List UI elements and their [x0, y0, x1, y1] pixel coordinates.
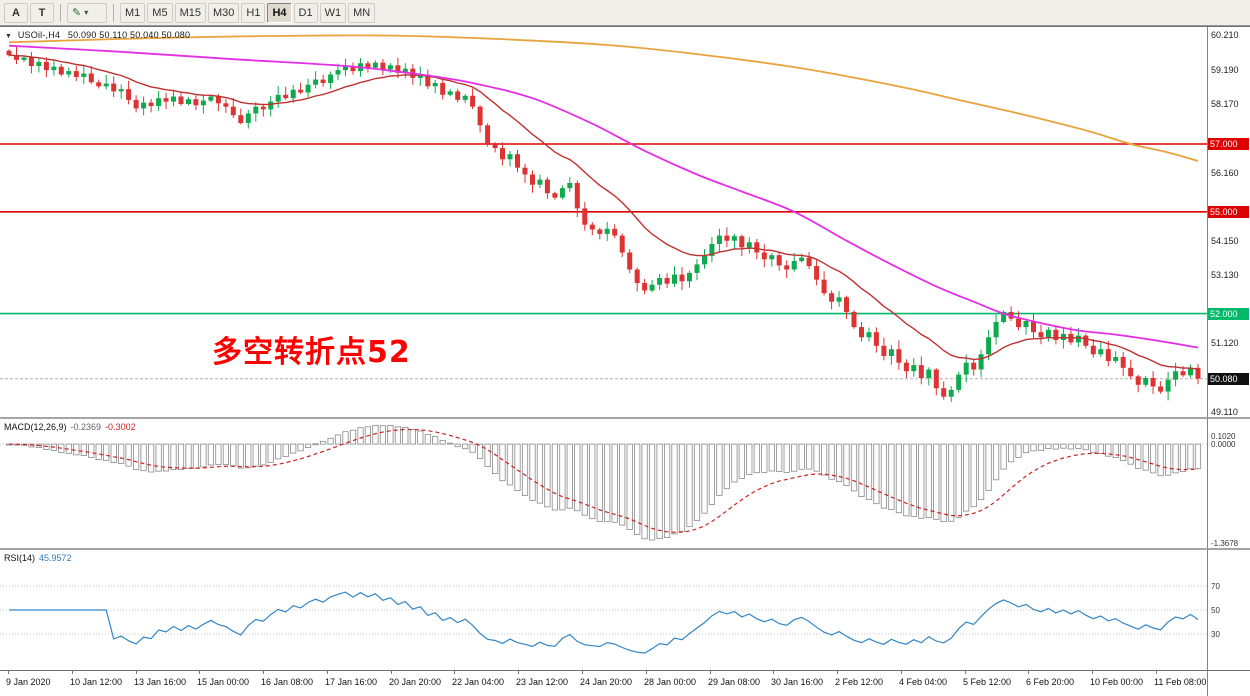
rsi-value: 45.9572	[39, 553, 72, 563]
price-axis-label: 60.210	[1211, 30, 1239, 41]
macd-axis-label: -1.3678	[1211, 539, 1239, 548]
pointer-tool-button[interactable]: A	[4, 2, 28, 23]
timeframe-button-m1[interactable]: M1	[120, 2, 146, 23]
time-axis-label: 24 Jan 20:00	[580, 677, 633, 687]
macd-canvas[interactable]	[0, 419, 1207, 548]
chevron-down-icon: ▾	[84, 8, 89, 17]
macd-panel[interactable]: MACD(12,26,9) -0.2369 -0.3002	[0, 417, 1207, 548]
time-axis-label: 29 Jan 08:00	[708, 677, 761, 687]
time-tick	[136, 671, 137, 674]
drawing-tool-dropdown[interactable]: ✎ ▾	[67, 2, 107, 23]
time-tick	[199, 671, 200, 674]
price-axis-label: 49.110	[1211, 406, 1238, 417]
time-axis-label: 6 Feb 20:00	[1026, 677, 1075, 687]
time-axis[interactable]: 9 Jan 2020 10 Jan 12:00 13 Jan 16:00 15 Jan…	[0, 670, 1207, 696]
toolbar-separator	[113, 3, 114, 22]
timeframe-button-m5[interactable]: M5	[147, 2, 173, 23]
timeframe-button-d1[interactable]: D1	[293, 2, 318, 23]
time-axis-label: 10 Jan 12:00	[70, 677, 123, 687]
time-axis-label: 10 Feb 00:00	[1090, 677, 1144, 687]
macd-main-value: -0.2369	[70, 422, 102, 432]
rsi-panel[interactable]: RSI(14) 45.9572	[0, 548, 1207, 670]
price-axis-label: 53.130	[1211, 270, 1239, 281]
time-tick	[773, 671, 774, 674]
price-chart-canvas[interactable]	[0, 27, 1207, 417]
price-chart-panel[interactable]: ▼ USOil-,H4 50.090 50.110 50.040 50.080 …	[0, 27, 1207, 417]
time-tick	[582, 671, 583, 674]
rsi-name: RSI(14)	[4, 553, 36, 563]
timeframe-button-mn[interactable]: MN	[348, 2, 376, 23]
chart-title: ▼ USOil-,H4 50.090 50.110 50.040 50.080	[5, 30, 190, 40]
time-tick	[8, 671, 9, 674]
timeframe-button-m30[interactable]: M30	[207, 2, 240, 23]
rsi-canvas[interactable]	[0, 550, 1207, 670]
timeframe-button-m15[interactable]: M15	[174, 2, 206, 23]
current-price-badge: 50.080	[1208, 372, 1249, 385]
time-tick	[72, 671, 73, 674]
macd-axis-label: 0.0000	[1211, 440, 1236, 450]
time-axis-label: 20 Jan 20:00	[389, 677, 442, 687]
time-axis-label: 11 Feb 08:00	[1154, 677, 1207, 687]
text-tool-button[interactable]: T	[30, 2, 54, 23]
rsi-axis-label: 30	[1211, 630, 1220, 639]
price-axis[interactable]: 60.210 59.190 58.170 56.160 54.150 53.130 51.1…	[1207, 27, 1250, 417]
price-axis-label: 58.170	[1211, 99, 1239, 110]
rsi-axis-label: 70	[1211, 582, 1220, 591]
timeframe-button-h1[interactable]: H1	[241, 2, 266, 23]
time-tick	[454, 671, 455, 674]
time-axis-corner	[1207, 670, 1250, 696]
timeframe-button-w1[interactable]: W1	[319, 2, 347, 23]
timeframe-button-h4[interactable]: H4	[267, 2, 292, 23]
time-axis-label: 4 Feb 04:00	[899, 677, 948, 687]
price-axis-label: 56.160	[1211, 167, 1239, 178]
level-price-badge: 52.000	[1208, 307, 1249, 320]
macd-name: MACD(12,26,9)	[4, 422, 67, 432]
time-tick	[327, 671, 328, 674]
time-tick	[391, 671, 392, 674]
time-axis-label: 28 Jan 00:00	[644, 677, 697, 687]
chart-annotation[interactable]: 多空转折点52	[212, 335, 411, 370]
time-axis-label: 9 Jan 2020	[6, 677, 51, 687]
toolbar: A T ✎ ▾ M1 M5 M15 M30 H1 H4 D1 W1 MN	[0, 0, 1250, 26]
rsi-label: RSI(14) 45.9572	[4, 553, 72, 563]
level-price-badge: 57.000	[1208, 138, 1249, 150]
time-tick	[1092, 671, 1093, 674]
rsi-axis[interactable]: 70 50 30	[1207, 548, 1250, 670]
toolbar-separator	[60, 3, 61, 22]
chart-ohlc-values: 50.090 50.110 50.040 50.080	[67, 30, 191, 40]
rsi-axis-label: 50	[1211, 606, 1220, 615]
chart-symbol-period: USOil-,H4	[17, 30, 61, 40]
time-axis-label: 13 Jan 16:00	[134, 677, 187, 687]
time-tick	[1156, 671, 1157, 674]
time-tick	[646, 671, 647, 674]
pen-icon: ✎	[72, 7, 82, 19]
time-axis-label: 5 Feb 12:00	[963, 677, 1012, 687]
time-tick	[263, 671, 264, 674]
time-axis-label: 2 Feb 12:00	[835, 677, 884, 687]
time-axis-label: 23 Jan 12:00	[516, 677, 569, 687]
time-tick	[1028, 671, 1029, 674]
price-axis-label: 51.120	[1211, 338, 1239, 349]
chart-area: ▼ USOil-,H4 50.090 50.110 50.040 50.080 …	[0, 26, 1250, 696]
time-axis-label: 15 Jan 00:00	[197, 677, 250, 687]
time-axis-label: 16 Jan 08:00	[261, 677, 314, 687]
time-tick	[965, 671, 966, 674]
time-tick	[710, 671, 711, 674]
time-tick	[837, 671, 838, 674]
price-axis-label: 54.150	[1211, 235, 1239, 246]
macd-axis-label: 0.1020	[1211, 432, 1236, 441]
time-tick	[901, 671, 902, 674]
time-axis-label: 17 Jan 16:00	[325, 677, 378, 687]
time-tick	[518, 671, 519, 674]
macd-signal-value: -0.3002	[105, 422, 136, 432]
macd-axis[interactable]: 0.1020 0.0000 -1.3678	[1207, 417, 1250, 548]
price-axis-label: 59.190	[1211, 64, 1239, 75]
timeframe-button-group: M1 M5 M15 M30 H1 H4 D1 W1 MN	[120, 2, 376, 23]
level-price-badge: 55.000	[1208, 205, 1249, 218]
macd-label: MACD(12,26,9) -0.2369 -0.3002	[4, 422, 136, 432]
time-axis-label: 22 Jan 04:00	[452, 677, 505, 687]
time-axis-label: 30 Jan 16:00	[771, 677, 824, 687]
expand-triangle-icon[interactable]: ▼	[5, 33, 13, 40]
